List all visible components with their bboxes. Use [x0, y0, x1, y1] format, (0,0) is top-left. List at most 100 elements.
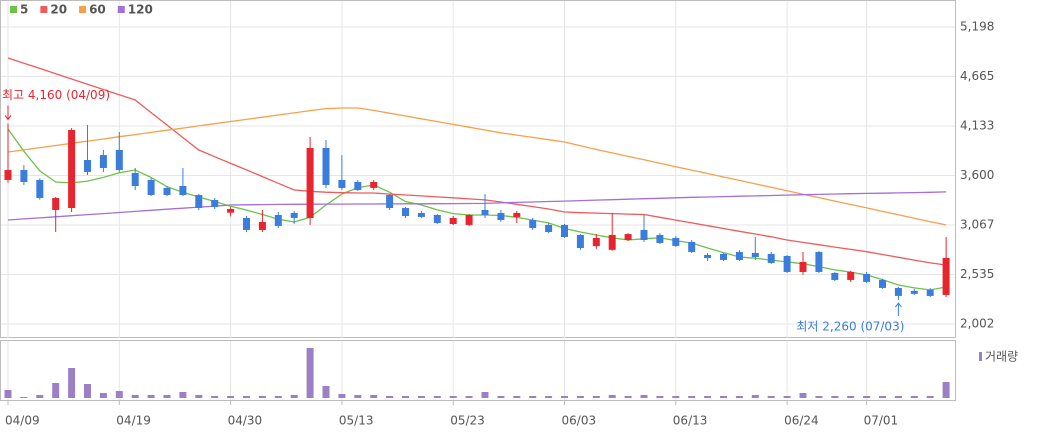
volume-bar	[529, 396, 537, 398]
candle-body	[99, 155, 107, 168]
volume-bar	[402, 396, 409, 398]
y-tick-label: 3,600	[960, 168, 994, 182]
volume-bar	[433, 396, 441, 398]
candle-body	[163, 187, 171, 196]
volume-bar	[449, 396, 457, 398]
legend-swatch	[10, 6, 17, 13]
volume-bar	[735, 396, 743, 398]
y-tick-label: 2,535	[960, 267, 994, 281]
candle-body	[274, 214, 282, 226]
volume-bar	[131, 395, 139, 398]
volume-bar	[370, 395, 378, 398]
legend-swatch	[79, 6, 87, 13]
volume-bar	[624, 396, 632, 398]
candle-body	[720, 253, 727, 260]
min-arrow	[895, 302, 902, 317]
volume-bar	[211, 396, 219, 398]
price-panel	[0, 0, 956, 338]
candle-body	[751, 253, 759, 257]
candle-body	[258, 221, 266, 230]
legend-label: 120	[128, 3, 153, 17]
volume-bar	[481, 392, 489, 398]
candle-body	[243, 217, 250, 230]
max-arrow	[4, 105, 12, 121]
candle-body	[656, 234, 664, 243]
candle-body	[131, 172, 139, 187]
volume-bar	[767, 396, 775, 398]
volume-bar	[497, 396, 505, 398]
candle-body	[179, 186, 187, 196]
legend-swatch	[117, 6, 125, 13]
candle-body	[433, 214, 441, 223]
volume-bar	[99, 393, 107, 398]
candle-body	[863, 273, 871, 282]
candle-body	[36, 179, 44, 198]
ma-line	[7, 57, 947, 266]
volume-bar	[799, 393, 807, 398]
x-tick-label: 05/23	[450, 414, 485, 428]
ma-line	[7, 191, 947, 221]
volume-bar	[322, 386, 330, 398]
candle-body	[449, 217, 457, 225]
candle-body	[847, 271, 855, 280]
volume-legend-swatch	[979, 352, 982, 361]
volume-bar	[815, 396, 823, 398]
candle-body	[910, 290, 918, 294]
candle-body	[68, 129, 76, 209]
x-tick-label: 05/13	[339, 414, 374, 428]
candle-body	[227, 208, 235, 213]
volume-bar	[417, 396, 425, 398]
candle-body	[545, 224, 553, 233]
candle-body	[306, 147, 314, 218]
candle-body	[831, 272, 839, 280]
max-annotation: 최고 4,160 (04/09)	[2, 88, 110, 102]
volume-bar	[338, 394, 346, 398]
volume-bar	[926, 396, 934, 398]
candle-body	[926, 289, 934, 296]
candle-body	[52, 197, 60, 210]
x-tick-label: 06/24	[784, 414, 819, 428]
candle-body	[20, 170, 28, 183]
volume-bar	[147, 395, 155, 398]
volume-bar	[561, 396, 568, 398]
volume-bar	[847, 396, 855, 398]
candle-body	[640, 229, 648, 240]
x-tick-label: 04/09	[5, 414, 40, 428]
volume-bar	[274, 396, 282, 398]
volume-bar	[163, 395, 171, 398]
volume-bar	[704, 396, 712, 398]
candle-body	[513, 212, 521, 217]
candle-body	[799, 262, 807, 272]
volume-bar	[20, 397, 28, 398]
volume-bar	[465, 396, 473, 398]
volume-bar	[513, 396, 521, 398]
candle-body	[290, 212, 298, 218]
volume-bar	[942, 382, 950, 398]
volume-bar	[545, 396, 553, 398]
candle-body	[704, 254, 712, 259]
volume-bar	[386, 396, 394, 398]
volume-bar	[576, 396, 584, 398]
candle-body	[561, 224, 568, 238]
legend-label: 5	[20, 3, 28, 17]
volume-bar	[720, 396, 727, 398]
candle-body	[211, 200, 219, 208]
volume-bar	[195, 395, 203, 398]
volume-bar	[592, 396, 600, 398]
volume-bar	[831, 396, 839, 398]
x-tick-label: 06/03	[562, 414, 597, 428]
candle-body	[465, 214, 473, 225]
volume-bar	[4, 390, 12, 398]
candle-body	[688, 241, 696, 252]
volume-bar	[656, 396, 664, 398]
candle-body	[195, 195, 203, 209]
legend-swatch	[40, 6, 48, 13]
volume-bar	[863, 396, 871, 398]
volume-label: 거래량	[985, 350, 1018, 364]
y-tick-label: 4,665	[960, 69, 994, 83]
volume-bar	[354, 395, 362, 398]
volume-bar	[783, 396, 791, 398]
candle-body	[386, 195, 394, 209]
volume-bar	[910, 396, 918, 398]
